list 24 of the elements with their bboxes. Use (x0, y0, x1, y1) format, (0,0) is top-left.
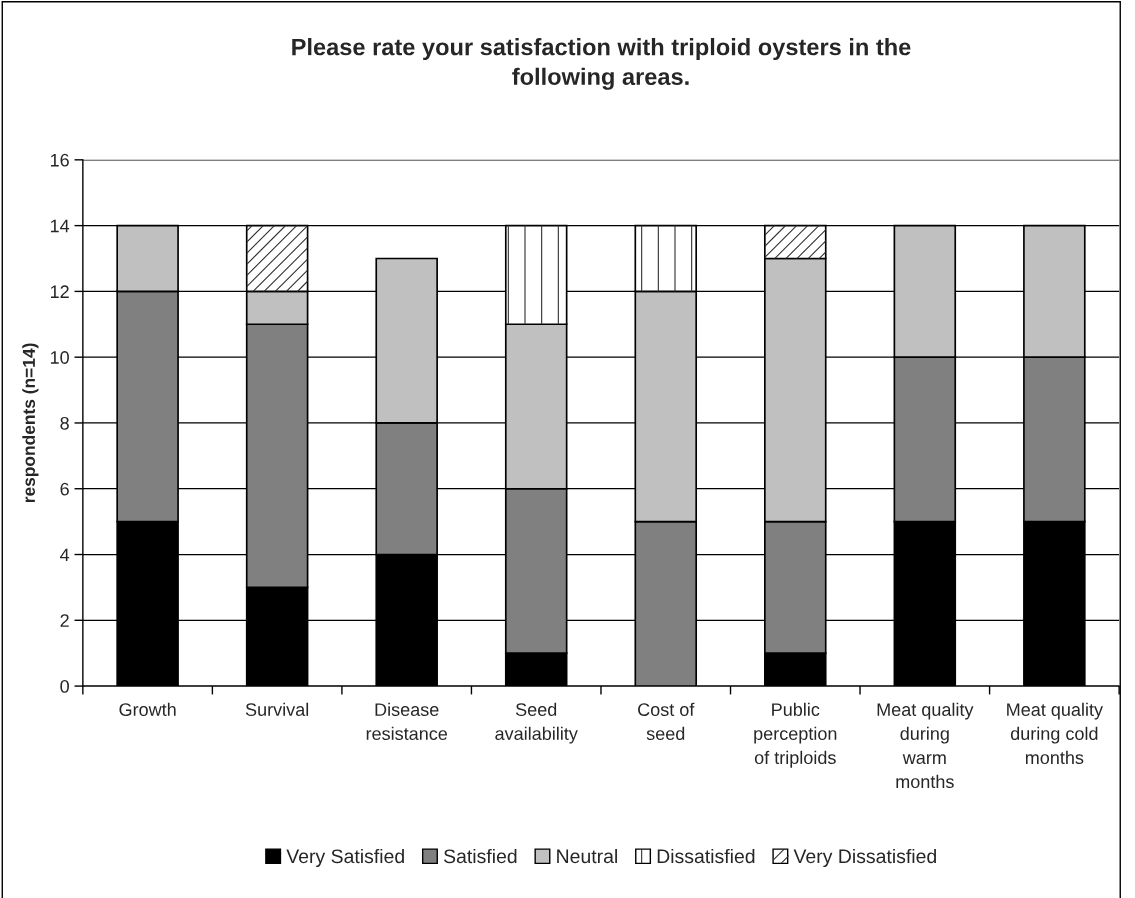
y-tick-label: 8 (60, 416, 69, 430)
y-tick-label: 14 (50, 219, 70, 233)
legend-label: Satisfied (443, 848, 517, 864)
y-tick-label: 10 (50, 351, 69, 364)
x-tick-label: Public perception of triploids (754, 702, 837, 768)
x-tick-label: Disease resistance (366, 702, 448, 741)
y-tick-label: 6 (60, 482, 69, 496)
legend-label: Dissatisfied (657, 848, 755, 864)
x-tick-label: Growth (119, 702, 176, 716)
x-tick-label: Cost of seed (638, 702, 695, 741)
x-tick-label: Seed availability (495, 702, 578, 744)
x-tick-label: Meat quality during cold months (1007, 702, 1103, 765)
x-tick-label: Survival (245, 702, 309, 716)
y-axis-title: respondents (n=14) (22, 343, 39, 503)
y-tick-label: 16 (50, 153, 69, 167)
legend-label: Very Satisfied (286, 848, 404, 868)
x-tick-label: Meat quality during warm months (877, 702, 974, 789)
y-tick-label: 12 (50, 285, 69, 298)
y-tick-label: 4 (60, 548, 70, 562)
chart-title: Please rate your satisfaction with triploid oysters in the following areas. (292, 38, 911, 90)
y-tick-label: 2 (60, 614, 69, 627)
y-tick-label: 0 (60, 680, 69, 693)
legend-label: Very Dissatisfied (793, 848, 936, 868)
legend-label: Neutral (557, 848, 617, 864)
